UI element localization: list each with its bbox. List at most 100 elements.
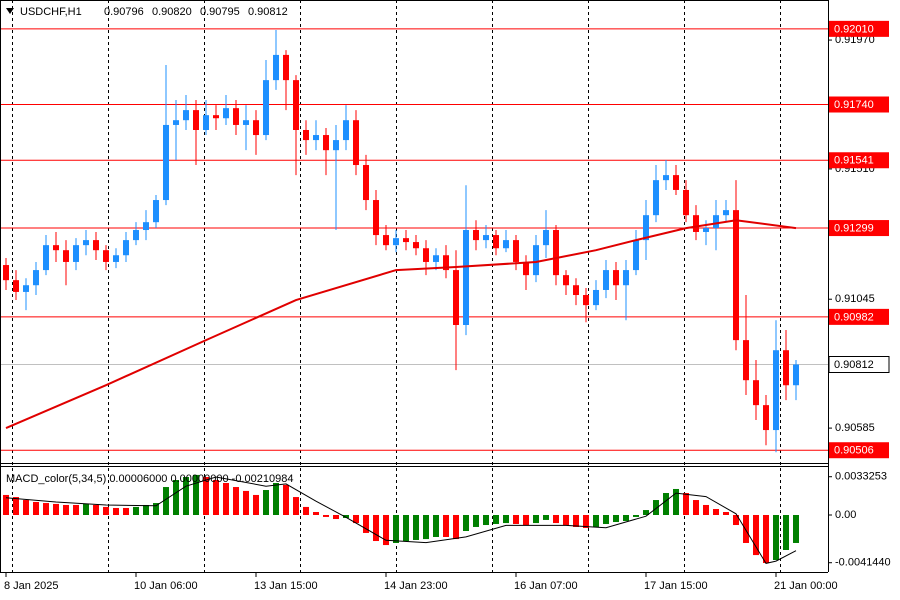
macd-bar bbox=[523, 515, 529, 526]
candle-body bbox=[573, 285, 579, 296]
level-label: 0.90982 bbox=[834, 311, 874, 323]
candle-body bbox=[793, 364, 799, 386]
macd-bar bbox=[393, 515, 399, 543]
macd-bar bbox=[453, 515, 459, 540]
x-tick-label: 21 Jan 00:00 bbox=[774, 580, 838, 592]
candle-body bbox=[83, 240, 89, 246]
candle-body bbox=[753, 380, 759, 406]
macd-panel: 0.0033253 0.00 -0.0041440 MACD_color(5,34,5… bbox=[3, 471, 891, 569]
macd-bar bbox=[43, 503, 49, 516]
macd-bar bbox=[473, 515, 479, 527]
macd-bar bbox=[303, 506, 309, 516]
candle-body bbox=[393, 238, 399, 246]
y-tick-label: 0.91045 bbox=[835, 293, 875, 305]
y-tick-label: -0.0041440 bbox=[835, 557, 891, 569]
moving-average bbox=[5, 219, 797, 430]
macd-bar bbox=[93, 504, 99, 516]
macd-bar bbox=[423, 515, 429, 540]
macd-bar bbox=[553, 515, 559, 524]
macd-bar bbox=[433, 515, 439, 537]
candle-body bbox=[733, 210, 739, 341]
macd-bar bbox=[173, 480, 179, 516]
macd-bar bbox=[293, 497, 299, 516]
candle-body bbox=[273, 54, 279, 81]
candle-body bbox=[423, 248, 429, 262]
macd-bar bbox=[363, 515, 369, 533]
level-label: 0.90506 bbox=[834, 445, 874, 457]
macd-bar bbox=[683, 493, 689, 516]
candle-body bbox=[293, 80, 299, 130]
macd-bar bbox=[543, 515, 549, 520]
y-tick-label: 0.91970 bbox=[835, 34, 875, 46]
candle-body bbox=[773, 350, 779, 431]
candle-body bbox=[553, 230, 559, 276]
macd-bar bbox=[513, 515, 519, 524]
candle-body bbox=[713, 215, 719, 229]
x-tick-label: 10 Jan 06:00 bbox=[134, 580, 198, 592]
candle-body bbox=[313, 135, 319, 141]
candle-body bbox=[723, 210, 729, 216]
candle-body bbox=[243, 120, 249, 125]
candle-body bbox=[223, 108, 229, 119]
macd-bar bbox=[583, 515, 589, 529]
candle-body bbox=[703, 228, 709, 232]
macd-title: MACD_color(5,34,5) 0.00006000 0.00000000… bbox=[6, 473, 293, 485]
candle-body bbox=[13, 280, 19, 292]
macd-bar bbox=[213, 480, 219, 516]
macd-bar bbox=[263, 490, 269, 516]
candle-body bbox=[443, 255, 449, 271]
menu-icon[interactable] bbox=[6, 8, 14, 14]
candle-body bbox=[493, 235, 499, 249]
macd-bar bbox=[443, 515, 449, 537]
price-panel: 0.919700.915100.910450.905850.920100.917… bbox=[0, 20, 890, 592]
macd-bar bbox=[83, 503, 89, 516]
macd-bar bbox=[743, 515, 749, 543]
macd-bar bbox=[483, 515, 489, 526]
candle-body bbox=[433, 255, 439, 262]
candle-body bbox=[233, 108, 239, 125]
candle-body bbox=[563, 275, 569, 286]
candle-body bbox=[3, 265, 9, 281]
macd-bar bbox=[323, 515, 329, 517]
macd-bar bbox=[733, 515, 739, 526]
macd-bar bbox=[673, 488, 679, 516]
level-label-box bbox=[829, 220, 889, 237]
level-label-box bbox=[829, 152, 889, 169]
candle-body bbox=[403, 238, 409, 243]
macd-bar bbox=[63, 504, 69, 516]
candle-body bbox=[683, 189, 689, 216]
candle-body bbox=[473, 230, 479, 241]
candle-body bbox=[763, 405, 769, 431]
macd-bar bbox=[773, 515, 779, 561]
candle-body bbox=[323, 135, 329, 151]
macd-bar bbox=[203, 477, 209, 516]
candle-body bbox=[183, 110, 189, 121]
macd-bar bbox=[383, 515, 389, 546]
level-label: 0.91740 bbox=[834, 99, 874, 111]
macd-bar bbox=[183, 477, 189, 516]
level-label-box bbox=[829, 442, 889, 459]
symbol-title: USDCHF,H1 bbox=[20, 6, 82, 18]
macd-bar bbox=[3, 494, 9, 516]
ohlc-value: 0.90796 bbox=[104, 6, 144, 18]
candle-body bbox=[73, 245, 79, 262]
candle-body bbox=[33, 270, 39, 286]
candle-body bbox=[743, 340, 749, 381]
macd-bar bbox=[563, 515, 569, 526]
candle-body bbox=[123, 240, 129, 256]
candle-body bbox=[673, 175, 679, 190]
macd-bar bbox=[643, 510, 649, 516]
candle-body bbox=[593, 289, 599, 306]
candle-body bbox=[373, 200, 379, 236]
macd-bar bbox=[503, 515, 509, 524]
level-label-box bbox=[829, 308, 889, 325]
macd-bar bbox=[463, 515, 469, 532]
candle-body bbox=[203, 115, 209, 130]
macd-bar bbox=[193, 474, 199, 516]
candle-body bbox=[163, 124, 169, 201]
candle-body bbox=[103, 250, 109, 262]
candle-body bbox=[23, 285, 29, 292]
macd-bar bbox=[703, 504, 709, 516]
x-tick-label: 8 Jan 2025 bbox=[4, 580, 58, 592]
